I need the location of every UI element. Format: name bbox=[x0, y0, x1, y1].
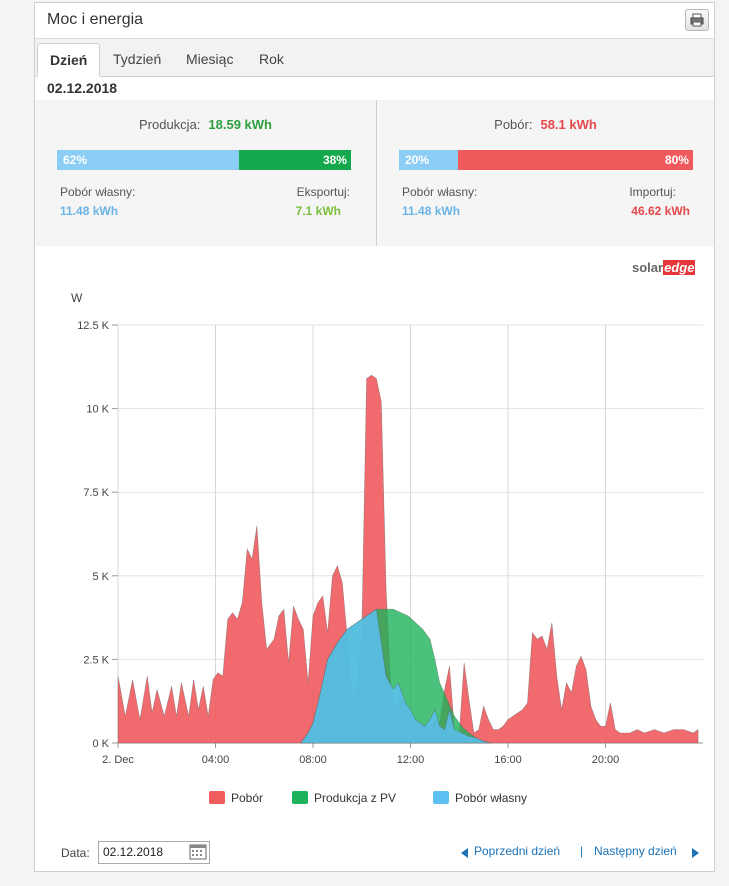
production-self-segment: 62% bbox=[57, 150, 240, 170]
import-value: 46.62 kWh bbox=[631, 204, 690, 218]
power-chart-svg: 0 K 2.5 K 5 K 7.5 K 10 K 12.5 K 2. Dec 04:00 08:… bbox=[71, 291, 703, 805]
consumption-self-label: Pobór własny: bbox=[402, 185, 478, 199]
tab-month[interactable]: Miesiąc bbox=[186, 51, 234, 67]
y-tick-label: 2.5 K bbox=[83, 654, 109, 666]
consumption-summary: Pobór: 58.1 kWh 20% 80% Pobór własny: 11.… bbox=[377, 100, 714, 246]
energy-summary: Produkcja: 18.59 kWh 62% 38% Pobór własny… bbox=[35, 100, 714, 247]
y-tick-label: 5 K bbox=[92, 571, 109, 583]
y-tick-label: 12.5 K bbox=[77, 320, 109, 332]
production-export-segment: 38% bbox=[239, 150, 351, 170]
panel-header: Moc i energia bbox=[35, 3, 714, 39]
self-consumption-area bbox=[300, 608, 491, 744]
legend-self-consumption-swatch bbox=[433, 791, 449, 804]
power-energy-panel: Moc i energia Dzień Tydzień Miesiąc Rok … bbox=[34, 2, 715, 872]
production-self-value: 11.48 kWh bbox=[60, 204, 119, 218]
print-icon bbox=[690, 13, 704, 27]
date-input[interactable]: 02.12.2018 bbox=[98, 841, 210, 864]
consumption-label: Pobór: bbox=[494, 117, 533, 132]
calendar-icon[interactable] bbox=[189, 842, 207, 860]
print-button[interactable] bbox=[685, 9, 709, 31]
panel-title: Moc i energia bbox=[47, 11, 144, 28]
consumption-self-segment: 20% bbox=[399, 150, 458, 170]
power-chart: solaredge 0 K 2.5 K 5 K 7.5 K 10 K 12.5 K 2. D… bbox=[35, 246, 714, 806]
production-summary: Produkcja: 18.59 kWh 62% 38% Pobór własny… bbox=[35, 100, 377, 246]
production-self-label: Pobór własny: bbox=[60, 185, 136, 199]
x-tick-label: 04:00 bbox=[202, 754, 230, 766]
legend-production-label: Produkcja z PV bbox=[314, 791, 396, 805]
x-tick-label: 2. Dec bbox=[102, 754, 134, 766]
legend-consumption-swatch bbox=[209, 791, 225, 804]
solaredge-logo: solaredge bbox=[632, 260, 696, 275]
previous-day-link[interactable]: Poprzedni dzień bbox=[474, 844, 561, 858]
production-bar: 62% 38% bbox=[57, 150, 351, 170]
export-value: 7.1 kWh bbox=[295, 204, 341, 218]
period-tabs: Dzień Tydzień Miesiąc Rok bbox=[35, 39, 714, 77]
x-tick-label: 12:00 bbox=[397, 754, 425, 766]
y-axis-label: W bbox=[71, 291, 83, 305]
tab-year[interactable]: Rok bbox=[259, 51, 284, 67]
prev-arrow-icon[interactable] bbox=[461, 848, 468, 858]
next-arrow-icon[interactable] bbox=[692, 848, 699, 858]
consumption-value: 58.1 kWh bbox=[540, 117, 597, 132]
date-row: 02.12.2018 bbox=[35, 76, 714, 101]
next-day-link[interactable]: Następny dzień bbox=[594, 844, 677, 858]
nav-separator: | bbox=[580, 844, 584, 858]
legend-self-consumption-label: Pobór własny bbox=[455, 791, 527, 805]
production-label: Produkcja: bbox=[138, 117, 201, 132]
y-tick-label: 10 K bbox=[86, 404, 109, 416]
tab-day[interactable]: Dzień bbox=[37, 43, 101, 77]
x-tick-label: 16:00 bbox=[494, 754, 522, 766]
y-tick-label: 0 K bbox=[92, 738, 109, 750]
x-tick-label: 20:00 bbox=[592, 754, 620, 766]
production-value: 18.59 kWh bbox=[208, 117, 272, 132]
legend-consumption-label: Pobór bbox=[231, 791, 263, 805]
current-date: 02.12.2018 bbox=[47, 80, 118, 96]
legend-production-swatch bbox=[292, 791, 308, 804]
date-field-label: Data: bbox=[61, 846, 90, 860]
consumption-bar: 20% 80% bbox=[399, 150, 693, 170]
import-label: Importuj: bbox=[629, 185, 676, 199]
consumption-self-value: 11.48 kWh bbox=[402, 204, 461, 218]
export-label: Eksportuj: bbox=[296, 185, 350, 199]
consumption-import-segment: 80% bbox=[457, 150, 693, 170]
tab-week[interactable]: Tydzień bbox=[113, 51, 162, 67]
x-tick-label: 08:00 bbox=[299, 754, 327, 766]
y-tick-label: 7.5 K bbox=[83, 487, 109, 499]
